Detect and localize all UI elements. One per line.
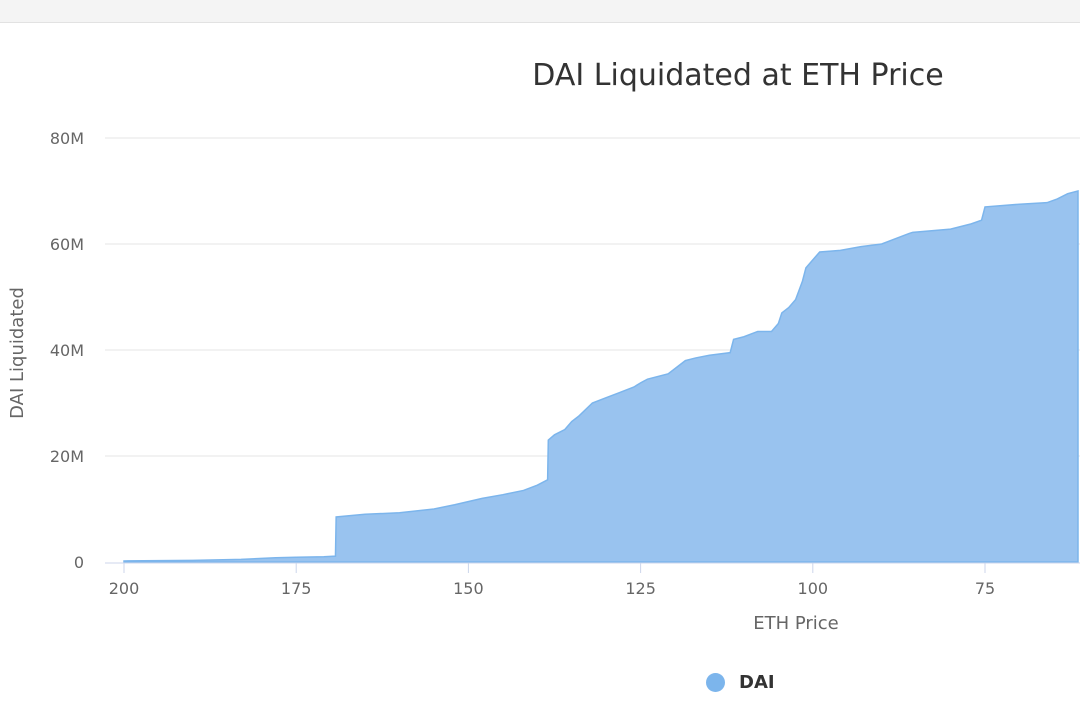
legend-label: DAI — [739, 672, 775, 693]
x-tick-label: 125 — [625, 579, 656, 598]
y-tick-label: 80M — [50, 129, 84, 148]
x-tick-label: 200 — [109, 579, 140, 598]
x-axis-title: ETH Price — [753, 613, 839, 634]
x-tick-label: 150 — [453, 579, 484, 598]
x-tick-label: 175 — [281, 579, 312, 598]
legend-marker-icon — [706, 673, 725, 692]
top-strip — [0, 0, 1080, 23]
y-tick-label: 60M — [50, 235, 84, 254]
x-tick-label: 100 — [798, 579, 829, 598]
legend-item-dai[interactable]: DAI — [706, 672, 775, 693]
y-tick-label: 0 — [74, 553, 84, 572]
x-tick-label: 75 — [975, 579, 995, 598]
y-tick-label: 20M — [50, 447, 84, 466]
series-area-dai — [123, 190, 1079, 563]
y-axis-title: DAI Liquidated — [7, 287, 28, 419]
y-tick-label: 40M — [50, 341, 84, 360]
chart-title: DAI Liquidated at ETH Price — [532, 58, 944, 93]
